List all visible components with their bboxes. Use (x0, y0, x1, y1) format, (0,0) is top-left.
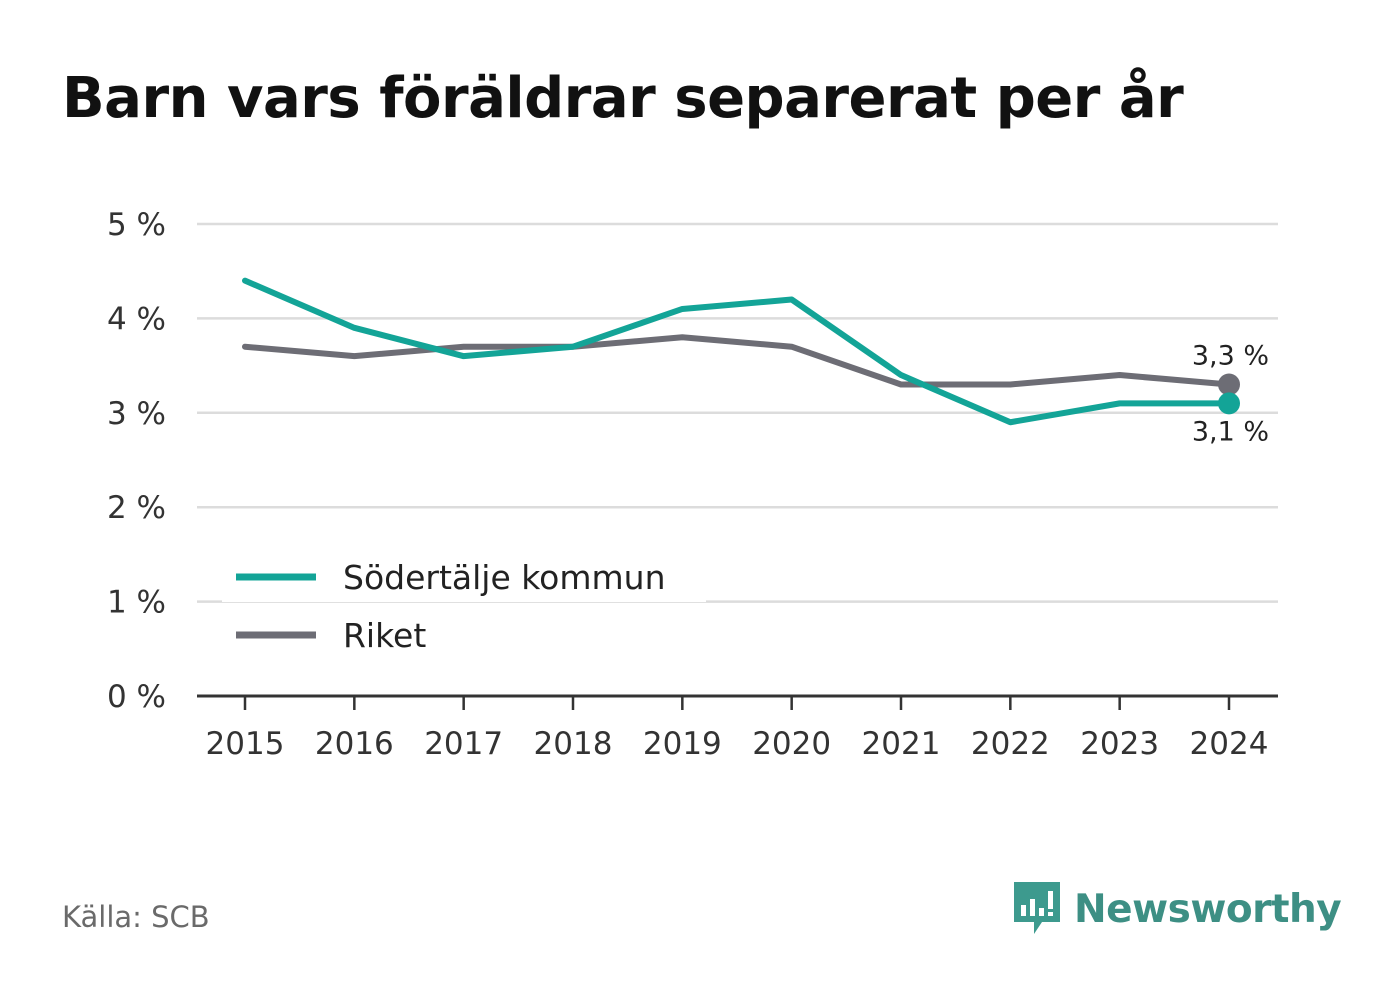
series-lines (242, 277, 1240, 426)
end-label: 3,3 % (1192, 340, 1269, 371)
series-line-sodertalje (242, 277, 1232, 426)
x-tick-label: 2016 (315, 726, 394, 762)
x-tick-label: 2024 (1190, 726, 1269, 762)
x-tick-label: 2023 (1080, 726, 1159, 762)
y-tick-label: 3 % (107, 396, 166, 432)
x-tick-label: 2018 (534, 726, 613, 762)
y-tick-label: 1 % (107, 585, 166, 621)
data-point (1218, 392, 1240, 415)
chart-title: Barn vars föräldrar separerat per år (62, 66, 1184, 131)
brand-logo[interactable]: Newsworthy (1012, 878, 1342, 940)
y-tick-label: 4 % (107, 301, 166, 337)
x-tick-label: 2015 (206, 726, 285, 762)
legend-label: Riket (343, 616, 426, 655)
x-tick-label: 2021 (862, 726, 941, 762)
source-note: Källa: SCB (62, 900, 210, 934)
y-tick-label: 2 % (107, 490, 166, 526)
x-tick-label: 2022 (971, 726, 1050, 762)
y-tick-label: 0 % (107, 679, 166, 715)
data-point (1218, 373, 1240, 396)
end-label: 3,1 % (1192, 416, 1269, 447)
legend: Södertälje kommun Riket (222, 548, 706, 655)
legend-label: Södertälje kommun (343, 558, 666, 597)
y-axis-ticks: 0 % 1 % 2 % 3 % 4 % 5 % (107, 207, 166, 715)
x-tick-label: 2020 (752, 726, 831, 762)
brand-name: Newsworthy (1074, 886, 1342, 932)
x-axis: 2015 2016 2017 2018 2019 2020 2021 2022 2023 2024 (197, 694, 1278, 762)
y-tick-label: 5 % (107, 207, 166, 243)
gridlines (197, 222, 1278, 603)
end-labels: 3,1 % 3,3 % (1192, 340, 1269, 447)
x-tick-label: 2019 (643, 726, 722, 762)
newsworthy-logo-icon (1014, 882, 1060, 934)
x-tick-label: 2017 (424, 726, 503, 762)
series-line-riket (242, 334, 1232, 388)
